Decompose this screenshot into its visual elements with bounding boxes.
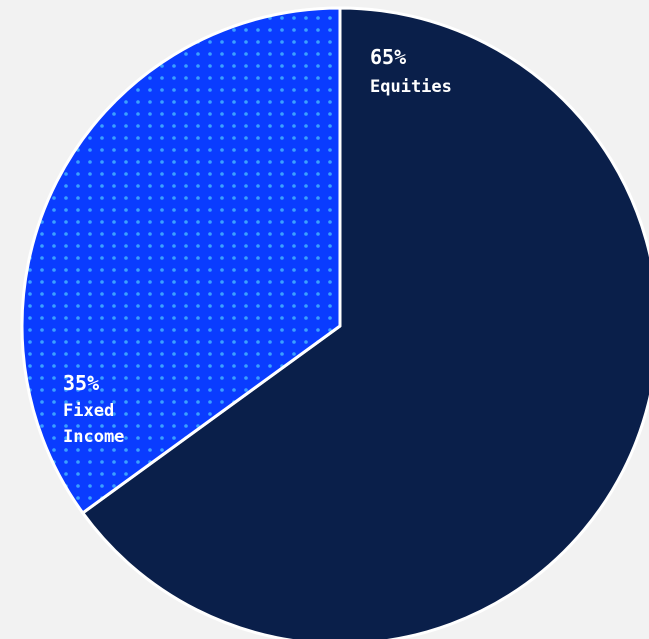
pie-slice-label-fixed-income-word: Fixed [63, 401, 114, 421]
pie-slice-label-equities-name: Equities [370, 77, 452, 97]
pie-slices [20, 6, 649, 639]
pie-slice-label-fixed-income-name: Fixed Income [63, 401, 124, 447]
pie-slice-label-equities-percent: 65% [370, 45, 406, 69]
pie-slice-label-fixed-income-percent: 35% [63, 371, 99, 395]
pie-slice-equities [81, 6, 649, 639]
pie-slice-fixed-income [20, 6, 342, 515]
slice-label-equities: 65% Equities [370, 45, 452, 97]
slice-label-fixed-income: 35% Fixed Income [63, 371, 124, 447]
pie-slice-label-fixed-income-word: Income [63, 427, 124, 447]
